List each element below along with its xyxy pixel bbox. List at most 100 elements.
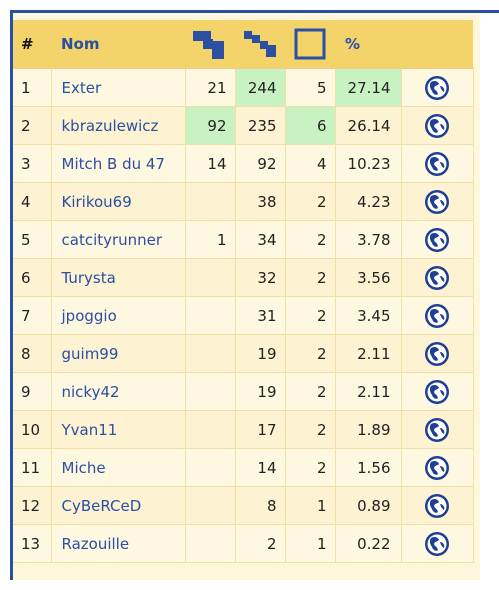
count-square-cell: 2 [285,182,336,221]
table-row: 10 Yvan11 17 2 1.89 [13,410,474,449]
globe-icon [424,75,450,100]
globe-button[interactable] [401,410,474,449]
rank-cell: 10 [13,410,52,449]
rank-cell: 6 [13,258,52,297]
rank-cell: 11 [13,448,52,487]
globe-icon [424,455,450,480]
rank-header: # [13,20,51,69]
table-row: 8 guim99 19 2 2.11 [13,334,474,373]
col-step-header[interactable] [185,20,235,69]
player-name-link[interactable]: Turysta [51,258,186,297]
blue-step-shape-icon [192,31,228,59]
count-step-cell [185,524,236,563]
col-dotted-step-header[interactable] [235,20,285,69]
globe-button[interactable] [401,220,474,259]
percent-cell: 3.78 [335,220,402,259]
globe-icon [424,151,450,176]
count-square-cell: 2 [285,372,336,411]
count-square-cell: 2 [285,410,336,449]
rank-cell: 13 [13,524,52,563]
percent-cell: 10.23 [335,144,402,183]
count-square-cell: 2 [285,296,336,335]
table-row: 6 Turysta 32 2 3.56 [13,258,474,297]
table-row: 7 jpoggio 31 2 3.45 [13,296,474,335]
count-dotted-step-cell: 32 [235,258,286,297]
player-name-link[interactable]: guim99 [51,334,186,373]
player-name-link[interactable]: Exter [51,68,186,107]
rank-cell: 5 [13,220,52,259]
globe-icon [424,227,450,252]
percent-cell: 2.11 [335,334,402,373]
table-row: 11 Miche 14 2 1.56 [13,448,474,487]
count-square-cell: 2 [285,334,336,373]
table-row: 4 Kirikou69 38 2 4.23 [13,182,474,221]
percent-cell: 26.14 [335,106,402,145]
player-name-link[interactable]: Yvan11 [51,410,186,449]
globe-header [401,20,473,69]
table-row: 9 nicky42 19 2 2.11 [13,372,474,411]
table-row: 12 CyBeRCeD 8 1 0.89 [13,486,474,525]
player-name-link[interactable]: Kirikou69 [51,182,186,221]
globe-icon [424,417,450,442]
percent-cell: 3.45 [335,296,402,335]
count-square-cell: 2 [285,258,336,297]
percent-cell: 0.22 [335,524,402,563]
count-step-cell: 92 [185,106,236,145]
rank-cell: 9 [13,372,52,411]
globe-button[interactable] [401,182,474,221]
globe-button[interactable] [401,448,474,487]
count-dotted-step-cell: 2 [235,524,286,563]
rank-cell: 8 [13,334,52,373]
player-name-link[interactable]: Mitch B du 47 [51,144,186,183]
count-dotted-step-cell: 14 [235,448,286,487]
globe-icon [424,303,450,328]
rank-cell: 4 [13,182,52,221]
count-square-cell: 2 [285,448,336,487]
count-step-cell: 21 [185,68,236,107]
count-dotted-step-cell: 19 [235,372,286,411]
count-dotted-step-cell: 19 [235,334,286,373]
globe-icon [424,379,450,404]
blue-dotted-step-icon [242,31,278,57]
percent-cell: 1.56 [335,448,402,487]
player-name-link[interactable]: Razouille [51,524,186,563]
globe-button[interactable] [401,106,474,145]
count-dotted-step-cell: 31 [235,296,286,335]
col-square-header[interactable] [285,20,335,69]
count-dotted-step-cell: 235 [235,106,286,145]
globe-button[interactable] [401,486,474,525]
name-header[interactable]: Nom [51,20,185,69]
globe-button[interactable] [401,258,474,297]
globe-button[interactable] [401,334,474,373]
player-name-link[interactable]: catcityrunner [51,220,186,259]
count-step-cell [185,486,236,525]
count-square-cell: 6 [285,106,336,145]
count-square-cell: 1 [285,486,336,525]
rank-cell: 12 [13,486,52,525]
count-step-cell [185,296,236,335]
count-step-cell [185,258,236,297]
count-square-cell: 5 [285,68,336,107]
player-name-link[interactable]: Miche [51,448,186,487]
globe-button[interactable] [401,144,474,183]
globe-button[interactable] [401,68,474,107]
player-name-link[interactable]: kbrazulewicz [51,106,186,145]
ranking-table: # Nom [13,20,474,563]
globe-icon [424,189,450,214]
globe-icon [424,531,450,556]
count-square-cell: 4 [285,144,336,183]
globe-button[interactable] [401,524,474,563]
table-row: 13 Razouille 2 1 0.22 [13,524,474,563]
player-name-link[interactable]: nicky42 [51,372,186,411]
player-name-link[interactable]: jpoggio [51,296,186,335]
globe-button[interactable] [401,296,474,335]
percent-header[interactable]: % [335,20,401,69]
player-name-link[interactable]: CyBeRCeD [51,486,186,525]
count-step-cell [185,182,236,221]
count-dotted-step-cell: 244 [235,68,286,107]
globe-button[interactable] [401,372,474,411]
percent-cell: 4.23 [335,182,402,221]
count-dotted-step-cell: 38 [235,182,286,221]
percent-cell: 2.11 [335,372,402,411]
count-dotted-step-cell: 34 [235,220,286,259]
